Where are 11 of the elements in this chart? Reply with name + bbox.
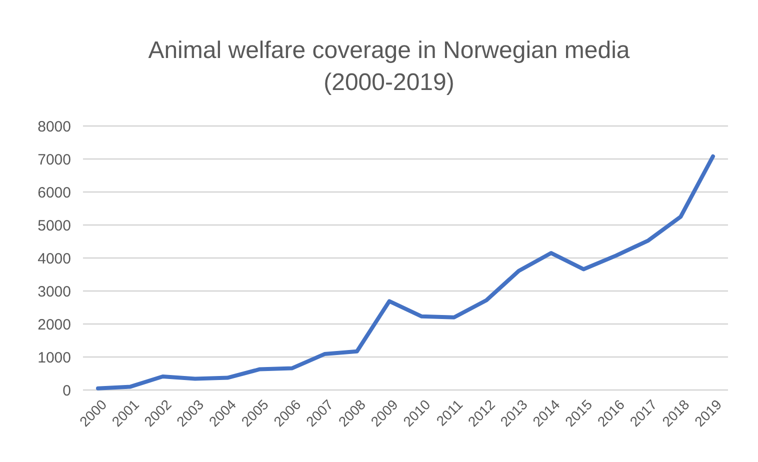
line-series — [96, 154, 715, 390]
y-tick-label: 1000 — [38, 349, 71, 366]
chart-title: Animal welfare coverage in Norwegian media (2000-2019) — [148, 37, 630, 96]
y-tick-label: 4000 — [38, 250, 71, 268]
y-tick-label: 6000 — [38, 184, 71, 202]
y-tick-label: 2000 — [38, 316, 71, 334]
y-tick-label: 7000 — [38, 151, 71, 168]
y-tick-label: 0 — [62, 382, 71, 400]
y-tick-label: 5000 — [38, 217, 71, 234]
y-tick-label: 8000 — [38, 118, 71, 136]
y-tick-label: 3000 — [38, 283, 71, 300]
